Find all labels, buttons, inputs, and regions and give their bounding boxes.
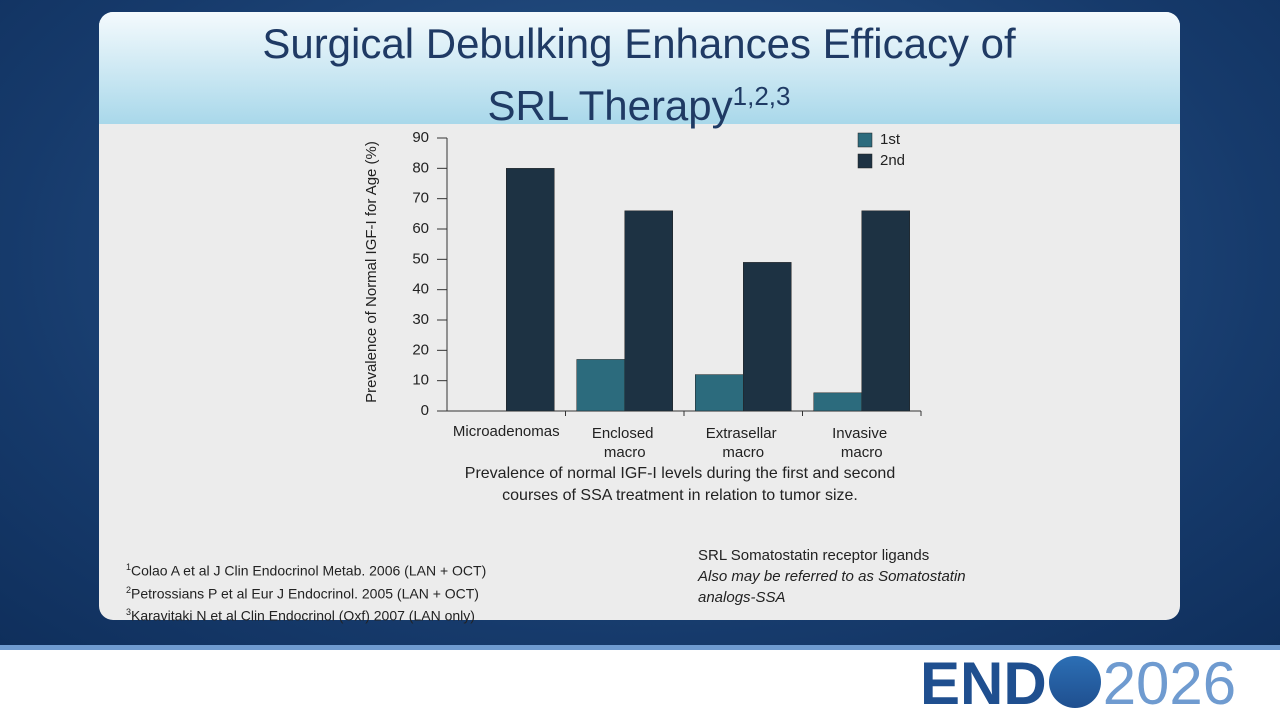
reference-text: Karavitaki N et al Clin Endocrinol (Oxf)… [131,607,475,624]
y-tick-label: 40 [412,281,429,298]
reference: 2Petrossians P et al Eur J Endocrinol. 2… [126,581,486,604]
bar [506,168,555,412]
legend-label: 1st [880,131,901,148]
bar [743,262,792,412]
x-tick-label-line: Microadenomas [453,423,560,440]
chart-caption: Prevalence of normal IGF-I levels during… [464,465,896,504]
y-tick-label: 90 [412,129,429,146]
reference: 3Karavitaki N et al Clin Endocrinol (Oxf… [126,603,486,626]
x-tick-label-line: macro [604,444,646,461]
slide-title: Surgical Debulking Enhances Efficacy of … [249,18,1029,132]
bar [861,210,910,412]
y-tick-label: 80 [412,159,429,176]
reference-mark: 2 [126,584,132,595]
legend-swatch [857,132,873,148]
bar [624,210,673,412]
logo-right: 2026 [1102,650,1237,717]
reference-text: Colao A et al J Clin Endocrinol Metab. 2… [131,562,487,579]
y-tick-label: 20 [412,341,429,358]
x-tick-label-line: macro [841,444,883,461]
y-axis-label: Prevalence of Normal IGF-I for Age (%) [363,141,380,403]
reference: 1Colao A et al J Clin Endocrinol Metab. … [126,558,486,581]
chart: 0 10 20 30 40 50 60 70 80 90 Prevalence of Normal … [363,129,922,461]
x-tick-label-line: Invasive [832,425,891,442]
references: 1Colao A et al J Clin Endocrinol Metab. … [126,558,486,626]
x-tick-label: Extrasellar macro [706,425,781,461]
y-tick-label: 50 [412,250,429,267]
x-tick-label-line: Extrasellar [706,425,781,442]
legend-label: 2nd [880,152,905,169]
reference-mark: 3 [126,607,132,618]
note-italic: Also may be referred to as Somatostatin … [698,568,966,606]
logo-globe [1048,656,1101,708]
y-tick-label: 10 [412,372,429,389]
bar [695,374,744,412]
y-tick-label: 30 [412,311,429,328]
y-tick-label: 70 [412,190,429,207]
note: SRL Somatostatin receptor ligands Also ma… [698,545,1018,608]
legend-swatch [857,153,873,169]
note-text: SRL Somatostatin receptor ligands [698,547,930,564]
bar [813,392,862,412]
x-tick-label-line: Enclosed [592,425,658,442]
title-text: Surgical Debulking Enhances Efficacy of … [262,20,1016,129]
y-tick-label: 0 [421,402,429,419]
logo: END 2026 [920,652,1236,716]
x-tick-label-line: macro [722,444,764,461]
reference-text: Petrossians P et al Eur J Endocrinol. 20… [131,585,479,602]
x-tick-label: Invasive macro [832,425,891,461]
header [99,12,1180,124]
bar [576,359,625,412]
title-superscript: 1,2,3 [732,81,791,111]
x-tick-label: Enclosed macro [592,425,658,461]
x-tick-label: Microadenomas [453,423,560,440]
logo-left: END [920,650,1047,717]
reference-mark: 1 [126,562,132,572]
y-tick-label: 60 [412,220,429,237]
